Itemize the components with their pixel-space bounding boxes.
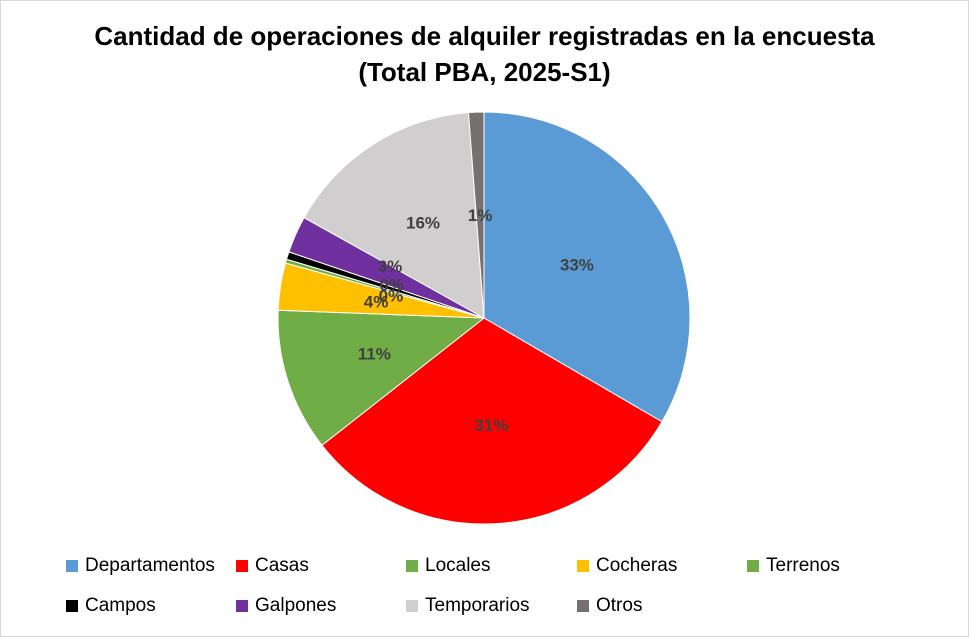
pie-data-labels: 33%31%11%4%0%0%3%16% 1% — [358, 206, 594, 435]
data-label-departamentos: 33% — [560, 256, 594, 275]
pie-slice-otros — [467, 111, 485, 319]
legend-label: Cocheras — [596, 555, 678, 576]
data-label-cocheras: 4% — [364, 292, 389, 311]
data-label-campos: 0% — [379, 276, 404, 295]
legend-label: Galpones — [255, 595, 337, 616]
data-label-terrenos: 0% — [379, 286, 404, 305]
legend-label: Casas — [255, 555, 309, 576]
legend-label: Locales — [425, 555, 491, 576]
pie-slice-temporarios — [303, 112, 485, 319]
legend-label: Otros — [596, 595, 643, 616]
legend-swatch — [66, 600, 78, 612]
legend-label: Temporarios — [425, 595, 530, 616]
chart-title-line-2: (Total PBA, 2025-S1) — [358, 57, 611, 87]
legend-swatch — [577, 600, 589, 612]
legend-item-otros: Otros — [577, 595, 642, 617]
legend-label: Campos — [85, 595, 156, 616]
legend-item-temporarios: Temporarios — [406, 595, 530, 617]
pie-slice-locales — [277, 309, 486, 446]
legend-swatch — [747, 560, 759, 572]
data-label-casas: 31% — [474, 416, 508, 435]
chart-title-line-1: Cantidad de operaciones de alquiler regi… — [94, 21, 875, 51]
data-label-galpones: 3% — [378, 257, 403, 276]
legend-item-cocheras: Cocheras — [577, 555, 677, 577]
legend-swatch — [577, 560, 589, 572]
legend-swatch — [406, 560, 418, 572]
chart-title: Cantidad de operaciones de alquiler regi… — [0, 18, 969, 90]
legend-swatch — [236, 560, 248, 572]
legend-swatch — [236, 600, 248, 612]
legend-item-galpones: Galpones — [236, 595, 336, 617]
legend-swatch — [66, 560, 78, 572]
legend-item-locales: Locales — [406, 555, 491, 577]
legend-item-departamentos: Departamentos — [66, 555, 215, 577]
pie-slice-departamentos — [483, 111, 691, 423]
legend-item-casas: Casas — [236, 555, 309, 577]
pie-slices — [277, 111, 691, 525]
data-label-temporarios: 16% — [406, 214, 440, 233]
data-label-otros: 1% — [468, 206, 493, 225]
legend-swatch — [406, 600, 418, 612]
legend-label: Terrenos — [766, 555, 840, 576]
legend-item-terrenos: Terrenos — [747, 555, 840, 577]
data-label-locales: 11% — [358, 345, 391, 364]
legend-label: Departamentos — [85, 555, 215, 576]
legend-item-campos: Campos — [66, 595, 156, 617]
pie-slice-casas — [321, 317, 663, 525]
